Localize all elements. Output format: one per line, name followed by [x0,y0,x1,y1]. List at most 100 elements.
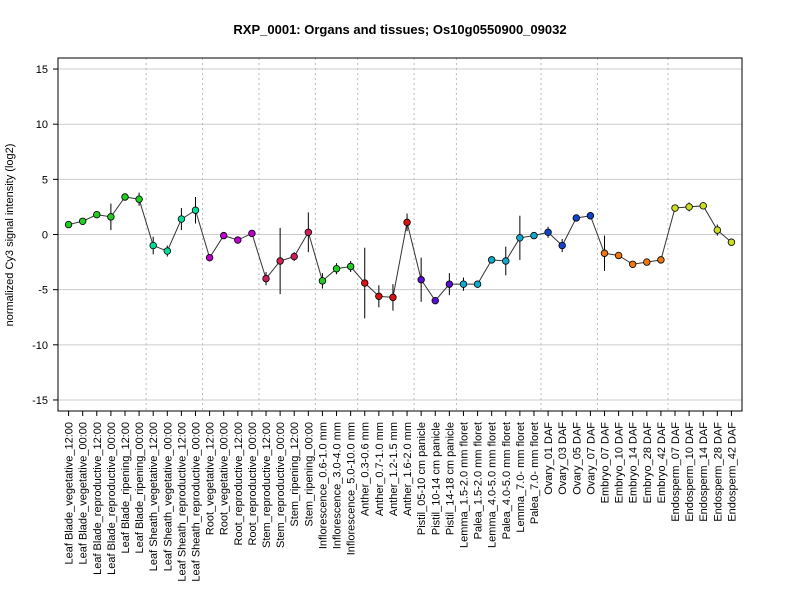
data-point-7 [163,247,171,255]
y-tick-label-4: 5 [42,174,48,186]
x-tick-label-4: Leaf Blade_ripening_12:00 [120,422,132,554]
data-point-34 [544,228,552,236]
x-tick-label-38: Embryo_07 DAF [599,422,611,504]
data-point-5 [135,195,143,203]
data-point-17 [304,228,313,236]
data-point-18 [318,277,327,285]
data-point-25 [417,276,425,284]
data-point-27 [445,280,454,288]
x-tick-label-39: Embryo_10 DAF [614,422,626,504]
gridlines [58,58,742,411]
x-tick-label-32: Lemma_7.0- mm floret [515,422,527,533]
x-tick-label-41: Embryo_28 DAF [642,422,654,504]
x-tick-label-40: Embryo_14 DAF [628,422,640,504]
data-point-36 [572,214,580,222]
x-tick-label-15: Stem_reproductive_00:00 [275,422,287,548]
data-point-11 [220,231,228,240]
x-tick-label-6: Leaf Sheath_vegetative_12:00 [148,422,160,571]
x-tick-label-42: Embryo_42 DAF [656,422,668,504]
data-point-31 [502,257,510,265]
data-point-6 [149,241,157,250]
x-tick-label-33: Palea_7.0- mm floret [529,422,541,524]
data-point-9 [191,206,200,214]
x-tick-label-0: Leaf Blade_vegetative_12:00 [64,422,76,565]
data-point-14 [262,274,270,283]
x-tick-label-44: Endosperm_10 DAF [684,422,696,522]
x-tick-label-10: Root_vegetative_12:00 [205,422,217,535]
x-tick-label-12: Root_reproductive_12:00 [233,422,245,546]
x-tick-label-1: Leaf Blade_vegetative_00:00 [78,422,90,565]
x-tick-label-45: Endosperm_14 DAF [698,422,710,522]
data-point-22 [375,292,383,300]
x-tick-label-3: Leaf Blade_reproductive_00:00 [106,422,118,575]
data-point-45 [699,202,707,210]
x-tick-label-34: Ovary_01 DAF [543,422,555,495]
x-tick-label-28: Lemma_1.5-2.0 mm floret [458,422,470,548]
x-tick-label-18: Inflorescence_0.6-1.0 mm [317,422,329,549]
data-point-39 [614,251,623,260]
data-point-3 [107,213,115,221]
x-tick-label-20: Inflorescence_5.0-10.0 mm [346,422,358,555]
x-tick-label-2: Leaf Blade_reproductive_12:00 [92,422,104,575]
x-tick-label-13: Root_reproductive_00:00 [247,422,259,546]
data-point-26 [431,296,439,305]
x-tick-label-46: Endosperm_28 DAF [712,422,724,522]
x-tick-label-9: Leaf Sheath_reproductive_00:00 [191,422,203,582]
data-point-35 [558,241,566,250]
data-point-20 [346,262,355,271]
data-point-0 [64,220,73,229]
x-tick-label-26: Pistil_10-14 cm panicle [430,422,442,535]
data-point-44 [685,203,693,211]
data-point-21 [361,279,369,287]
data-point-38 [600,249,609,257]
x-tick-label-19: Inflorescence_3.0-4.0 mm [332,422,344,549]
x-tick-label-7: Leaf Sheath_vegetative_00:00 [162,422,174,571]
data-point-15 [276,257,284,265]
data-point-24 [403,218,411,227]
x-tick-label-23: Anther_1.2-1.5 mm [388,422,400,516]
y-axis: -15 -10 -5 0 5 10 15 [32,64,58,407]
error-bars [68,192,732,319]
data-point-41 [643,258,651,266]
y-axis-label: normalized Cy3 signal intensity (log2) [4,144,16,327]
x-tick-label-29: Palea_1.5-2.0 mm floret [473,422,485,539]
x-tick-label-43: Endosperm_07 DAF [670,422,682,522]
x-tick-label-27: Pistil_14-18 cm panicle [444,422,456,535]
x-tick-label-47: Endosperm_42 DAF [726,422,738,522]
x-axis: Leaf Blade_vegetative_12:00 Leaf Blade_ve… [64,411,738,582]
x-tick-label-25: Pistil_05-10 cm panicle [416,422,428,535]
data-point-8 [177,215,186,223]
data-point-13 [248,229,256,238]
data-point-40 [629,260,637,268]
y-tick-label-1: -10 [32,340,48,352]
x-tick-label-24: Anther_1.6-2.0 mm [402,422,414,516]
data-point-23 [389,293,397,302]
data-point-28 [459,280,468,288]
data-point-42 [657,256,665,264]
data-point-37 [586,212,595,220]
y-tick-label-3: 0 [42,230,48,242]
y-tick-label-2: -5 [38,285,48,297]
data-point-30 [487,256,496,264]
data-point-10 [205,253,214,262]
data-point-19 [332,264,341,273]
x-tick-label-8: Leaf Sheath_reproductive_12:00 [176,422,188,582]
y-tick-label-5: 10 [36,119,48,131]
x-tick-label-5: Leaf Blade_ripening_00:00 [134,422,146,554]
x-tick-label-11: Root_vegetative_00:00 [219,422,231,535]
x-tick-label-22: Anther_0.7-1.0 mm [374,422,386,516]
y-tick-label-6: 15 [36,64,48,76]
data-points [64,193,736,305]
data-point-46 [713,226,722,234]
data-point-2 [93,210,101,219]
x-tick-label-36: Ovary_05 DAF [571,422,583,495]
x-tick-label-31: Palea_4.0-5.0 mm floret [501,422,513,539]
x-tick-label-17: Stem_ripening_00:00 [303,422,315,527]
data-point-47 [727,238,736,246]
chart-title: RXP_0001: Organs and tissues; Os10g05509… [233,22,566,37]
x-tick-label-35: Ovary_03 DAF [557,422,569,495]
data-point-43 [671,204,679,212]
y-tick-label-0: -15 [32,395,48,407]
data-point-4 [121,193,129,201]
